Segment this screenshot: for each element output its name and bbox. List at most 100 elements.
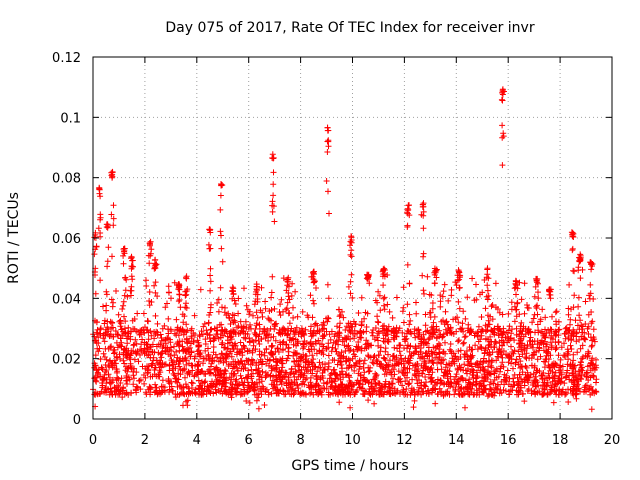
data-point [396, 348, 403, 355]
data-point [419, 353, 426, 360]
data-point [141, 329, 148, 336]
data-point [380, 266, 387, 273]
data-point [208, 370, 214, 377]
data-point [579, 329, 586, 336]
data-point [590, 334, 597, 341]
data-point [478, 332, 485, 339]
data-point [324, 149, 331, 155]
data-point [233, 391, 240, 398]
data-point [468, 385, 475, 392]
data-point [96, 345, 103, 352]
data-point [404, 301, 411, 308]
data-point [270, 181, 277, 188]
data-point [521, 280, 528, 287]
data-point [255, 337, 262, 344]
data-point [585, 331, 592, 337]
data-point [177, 357, 184, 364]
data-point [173, 348, 180, 355]
data-point [486, 359, 493, 365]
data-point [546, 374, 553, 381]
data-point [480, 328, 486, 334]
data-point [243, 398, 250, 404]
data-point [145, 336, 152, 343]
data-point [351, 381, 358, 388]
data-point [98, 388, 105, 395]
data-point [129, 317, 136, 324]
data-point [233, 351, 240, 358]
data-point [527, 329, 534, 336]
data-point [319, 341, 325, 348]
data-point [107, 344, 114, 351]
data-point [493, 340, 500, 347]
data-point [165, 289, 172, 296]
data-point [401, 333, 408, 340]
data-point [215, 296, 222, 303]
data-point [183, 300, 189, 307]
data-point [381, 383, 388, 390]
data-point [549, 369, 556, 375]
data-point [188, 335, 195, 342]
data-point [299, 389, 306, 396]
data-point [255, 405, 262, 412]
data-point [171, 279, 178, 286]
data-point [471, 391, 478, 398]
data-point [153, 357, 160, 364]
data-point [130, 325, 137, 332]
data-point [440, 288, 447, 295]
data-point [593, 356, 599, 363]
data-point [117, 388, 124, 394]
data-point [144, 341, 150, 348]
data-point [468, 363, 475, 370]
data-point [375, 288, 382, 295]
data-point [361, 391, 367, 398]
data-point [577, 361, 584, 368]
data-point [103, 380, 110, 387]
data-point [561, 340, 567, 347]
data-point [316, 327, 323, 334]
data-point [588, 343, 595, 350]
data-point [121, 360, 128, 367]
data-point [313, 285, 319, 291]
data-point [286, 337, 293, 343]
data-point [194, 348, 201, 355]
data-point [156, 387, 163, 394]
data-point [184, 340, 191, 347]
data-point [320, 380, 327, 387]
data-point [135, 329, 142, 335]
data-point [182, 381, 189, 388]
data-point [320, 319, 327, 326]
data-point [213, 381, 220, 388]
data-point [339, 308, 345, 315]
data-point [361, 369, 368, 376]
data-point [357, 328, 364, 335]
data-point [112, 328, 119, 334]
data-point [214, 324, 221, 331]
data-point [503, 374, 509, 381]
data-point [164, 300, 170, 307]
data-point [253, 281, 260, 288]
data-point [178, 385, 185, 392]
data-points [90, 86, 600, 413]
data-point [498, 96, 505, 103]
data-point [261, 402, 268, 408]
data-point [455, 348, 462, 355]
data-point [588, 309, 595, 315]
data-point [285, 345, 292, 352]
data-point [171, 372, 178, 379]
data-point [451, 376, 458, 383]
data-point [369, 383, 376, 390]
data-point [535, 295, 542, 302]
data-point [240, 328, 247, 334]
data-point [397, 375, 404, 382]
data-point [518, 319, 525, 326]
data-point [93, 339, 100, 346]
data-point [146, 240, 153, 247]
data-point [182, 288, 189, 295]
data-point [488, 338, 495, 345]
data-point [420, 339, 427, 346]
data-point [343, 357, 350, 364]
data-point [242, 335, 249, 342]
data-point [428, 292, 435, 299]
data-point [130, 342, 137, 349]
x-tick-label: 6 [245, 433, 253, 448]
